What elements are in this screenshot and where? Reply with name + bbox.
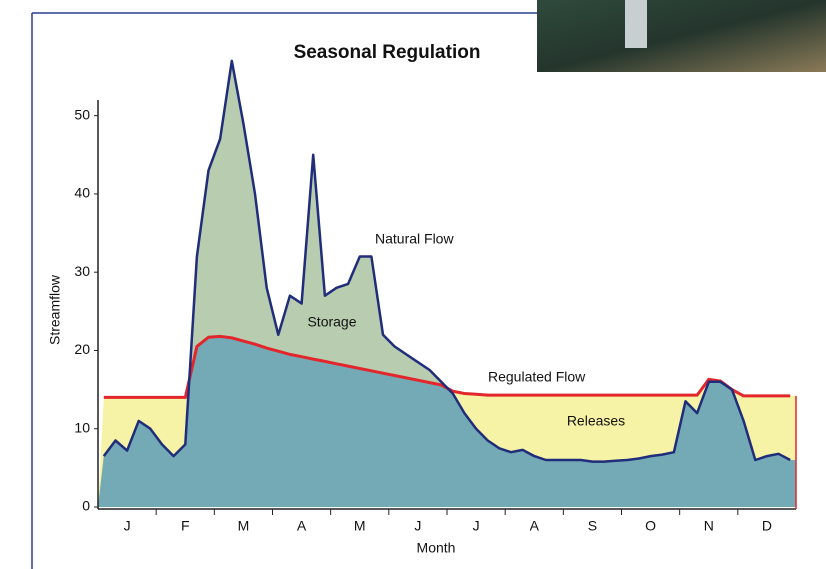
y-tick-label: 30 <box>74 263 90 279</box>
x-tick-label: N <box>704 518 714 534</box>
annotation: Releases <box>567 413 625 429</box>
photo-detail <box>625 0 647 48</box>
y-tick-label: 0 <box>82 498 90 514</box>
x-tick-label: M <box>354 518 366 534</box>
x-tick-label: M <box>238 518 250 534</box>
annotation: Storage <box>307 314 356 330</box>
x-tick-label: O <box>645 518 656 534</box>
series-label: Regulated Flow <box>488 369 586 385</box>
x-tick-label: D <box>762 518 772 534</box>
y-tick-label: 50 <box>74 106 90 122</box>
x-tick-label: F <box>181 518 190 534</box>
chart-title: Seasonal Regulation <box>294 42 481 63</box>
x-tick-label: J <box>414 518 421 534</box>
photo <box>537 0 826 72</box>
x-axis-label: Month <box>417 540 456 556</box>
x-tick-label: J <box>473 518 480 534</box>
y-axis-label: Streamflow <box>47 274 63 345</box>
x-tick-label: J <box>124 518 131 534</box>
y-tick-label: 10 <box>74 419 90 435</box>
series-label: Natural Flow <box>375 231 454 247</box>
x-tick-label: S <box>588 518 597 534</box>
chart: Seasonal Regulation Month Streamflow Nat… <box>0 0 826 569</box>
x-tick-label: A <box>297 518 307 534</box>
y-tick-label: 40 <box>74 185 90 201</box>
y-tick-label: 20 <box>74 341 90 357</box>
x-tick-label: A <box>530 518 540 534</box>
